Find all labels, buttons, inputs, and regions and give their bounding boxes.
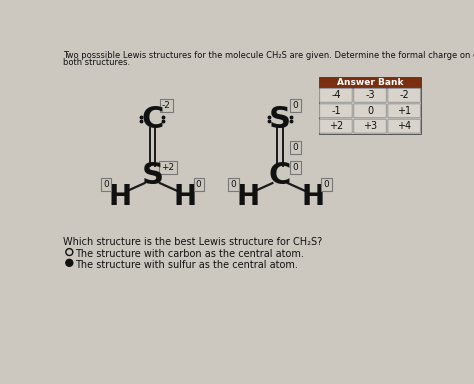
Text: 0: 0 — [367, 106, 373, 116]
Text: +2: +2 — [161, 163, 174, 172]
FancyBboxPatch shape — [319, 77, 421, 88]
Text: -2: -2 — [399, 90, 409, 100]
Text: -3: -3 — [365, 90, 375, 100]
Text: +1: +1 — [397, 106, 411, 116]
Text: 0: 0 — [293, 163, 299, 172]
Text: -4: -4 — [331, 90, 341, 100]
FancyBboxPatch shape — [319, 88, 421, 134]
FancyBboxPatch shape — [388, 104, 420, 118]
Text: S: S — [141, 161, 163, 190]
Text: 0: 0 — [293, 143, 299, 152]
Text: H: H — [301, 183, 324, 211]
Text: H: H — [173, 183, 196, 211]
Text: +4: +4 — [397, 121, 411, 131]
FancyBboxPatch shape — [388, 88, 420, 102]
Text: -1: -1 — [331, 106, 341, 116]
FancyBboxPatch shape — [388, 119, 420, 133]
Text: C: C — [141, 105, 164, 134]
Text: H: H — [108, 183, 131, 211]
FancyBboxPatch shape — [354, 119, 386, 133]
Text: +3: +3 — [363, 121, 377, 131]
Text: both structures.: both structures. — [63, 58, 130, 68]
Text: +2: +2 — [329, 121, 343, 131]
Text: Two posssible Lewis structures for the molecule CH₂S are given. Determine the fo: Two posssible Lewis structures for the m… — [63, 51, 474, 60]
Text: 0: 0 — [231, 180, 237, 189]
Text: 0: 0 — [196, 180, 201, 189]
Text: 0: 0 — [103, 180, 109, 189]
Text: Answer Bank: Answer Bank — [337, 78, 403, 87]
Text: S: S — [269, 105, 291, 134]
Text: The structure with sulfur as the central atom.: The structure with sulfur as the central… — [75, 260, 299, 270]
Text: Which structure is the best Lewis structure for CH₂S?: Which structure is the best Lewis struct… — [63, 237, 322, 247]
Text: 0: 0 — [293, 101, 299, 110]
Circle shape — [66, 259, 73, 266]
Text: H: H — [236, 183, 259, 211]
FancyBboxPatch shape — [319, 104, 352, 118]
FancyBboxPatch shape — [354, 88, 386, 102]
FancyBboxPatch shape — [354, 104, 386, 118]
Text: The structure with carbon as the central atom.: The structure with carbon as the central… — [75, 249, 304, 259]
Text: C: C — [269, 161, 292, 190]
FancyBboxPatch shape — [319, 119, 352, 133]
Text: 0: 0 — [324, 180, 329, 189]
Text: -2: -2 — [162, 101, 171, 110]
FancyBboxPatch shape — [319, 88, 352, 102]
